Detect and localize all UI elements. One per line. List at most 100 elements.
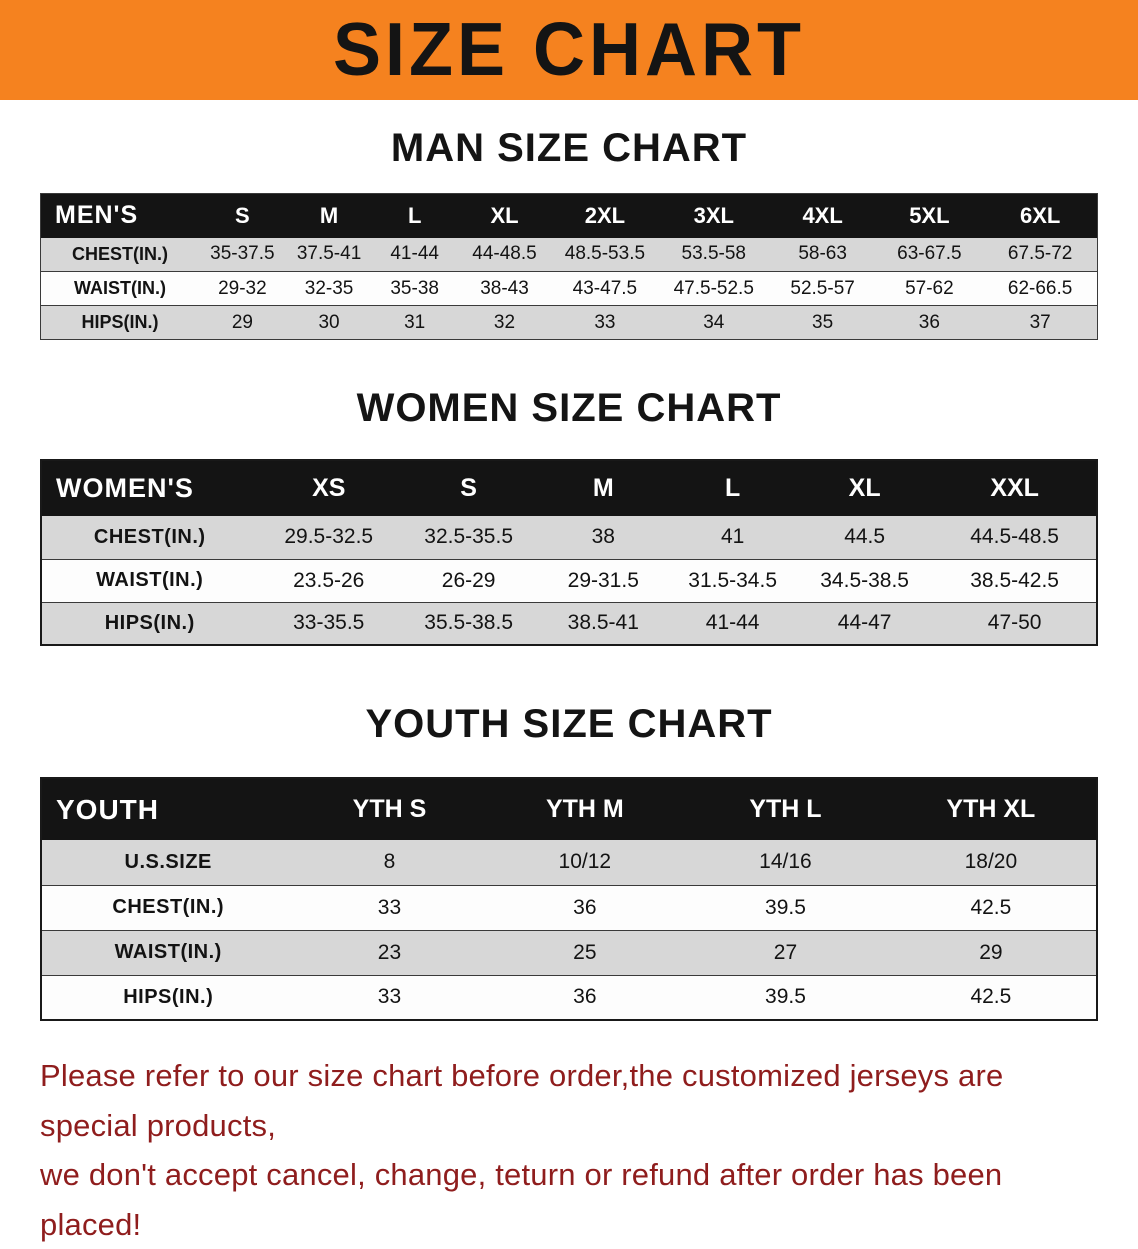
size-header-cell: YTH XL — [885, 778, 1097, 840]
size-value-cell: 42.5 — [885, 885, 1097, 931]
size-value-cell: 29 — [199, 305, 286, 340]
measure-label-cell: CHEST(IN.) — [41, 885, 295, 931]
order-policy-notice: Please refer to our size chart before or… — [40, 1051, 1098, 1249]
size-header-cell: L — [372, 193, 457, 238]
size-value-cell: 33 — [294, 885, 485, 931]
size-value-cell: 23 — [294, 930, 485, 976]
mens-waist-row: WAIST(IN.) 29-32 32-35 35-38 38-43 43-47… — [40, 271, 1098, 306]
youth-ussize-row: U.S.SIZE 8 10/12 14/16 18/20 — [41, 840, 1097, 886]
size-value-cell: 35-37.5 — [199, 237, 286, 272]
mens-corner-label: MEN'S — [40, 193, 200, 238]
size-value-cell: 38 — [537, 516, 670, 560]
size-value-cell: 33-35.5 — [257, 602, 401, 646]
size-value-cell: 25 — [484, 930, 686, 976]
size-value-cell: 18/20 — [885, 840, 1097, 886]
size-header-cell: YTH M — [484, 778, 686, 840]
size-header-cell: M — [537, 460, 670, 516]
mens-hips-row: HIPS(IN.) 29 30 31 32 33 34 35 36 37 — [40, 305, 1098, 340]
size-value-cell: 43-47.5 — [552, 271, 658, 306]
size-value-cell: 36 — [484, 975, 686, 1021]
size-header-cell: 4XL — [769, 193, 876, 238]
womens-chest-row: CHEST(IN.) 29.5-32.5 32.5-35.5 38 41 44.… — [41, 516, 1097, 560]
mens-chest-row: CHEST(IN.) 35-37.5 37.5-41 41-44 44-48.5… — [40, 237, 1098, 272]
womens-size-table: WOMEN'S XS S M L XL XXL CHEST(IN.) 29.5-… — [40, 459, 1098, 646]
size-value-cell: 63-67.5 — [875, 237, 984, 272]
size-value-cell: 44.5 — [796, 516, 934, 560]
size-value-cell: 39.5 — [685, 885, 886, 931]
size-value-cell: 8 — [294, 840, 485, 886]
size-header-cell: L — [669, 460, 796, 516]
size-value-cell: 36 — [484, 885, 686, 931]
measure-label-cell: HIPS(IN.) — [40, 305, 200, 340]
size-value-cell: 10/12 — [484, 840, 686, 886]
size-header-cell: S — [400, 460, 538, 516]
size-value-cell: 37.5-41 — [285, 237, 373, 272]
size-value-cell: 57-62 — [875, 271, 984, 306]
size-value-cell: 29.5-32.5 — [257, 516, 401, 560]
size-value-cell: 38-43 — [456, 271, 553, 306]
size-header-cell: 2XL — [552, 193, 658, 238]
size-value-cell: 30 — [285, 305, 373, 340]
size-value-cell: 67.5-72 — [983, 237, 1098, 272]
womens-corner-label: WOMEN'S — [41, 460, 258, 516]
youth-corner-label: YOUTH — [41, 778, 295, 840]
size-value-cell: 41-44 — [372, 237, 457, 272]
size-value-cell: 33 — [552, 305, 658, 340]
size-header-cell: YTH S — [294, 778, 485, 840]
size-header-cell: XL — [456, 193, 553, 238]
size-header-cell: 3XL — [657, 193, 770, 238]
size-header-cell: 6XL — [983, 193, 1098, 238]
measure-label-cell: HIPS(IN.) — [41, 975, 295, 1021]
size-value-cell: 52.5-57 — [769, 271, 876, 306]
size-value-cell: 41-44 — [669, 602, 796, 646]
youth-section-heading: YOUTH SIZE CHART — [365, 702, 773, 746]
size-value-cell: 31.5-34.5 — [669, 559, 796, 603]
youth-table-header-row: YOUTH YTH S YTH M YTH L YTH XL — [41, 778, 1097, 840]
size-value-cell: 35.5-38.5 — [400, 602, 538, 646]
size-value-cell: 62-66.5 — [983, 271, 1098, 306]
size-header-cell: YTH L — [685, 778, 886, 840]
size-value-cell: 14/16 — [685, 840, 886, 886]
size-value-cell: 47.5-52.5 — [657, 271, 770, 306]
size-value-cell: 58-63 — [769, 237, 876, 272]
size-value-cell: 38.5-41 — [537, 602, 670, 646]
size-chart-banner: SIZE CHART — [0, 0, 1138, 100]
women-section-heading: WOMEN SIZE CHART — [356, 386, 782, 430]
measure-label-cell: HIPS(IN.) — [41, 602, 258, 646]
measure-label-cell: U.S.SIZE — [41, 840, 295, 886]
size-value-cell: 53.5-58 — [657, 237, 770, 272]
womens-table-header-row: WOMEN'S XS S M L XL XXL — [41, 460, 1097, 516]
size-value-cell: 38.5-42.5 — [933, 559, 1097, 603]
size-value-cell: 31 — [372, 305, 457, 340]
size-value-cell: 34.5-38.5 — [796, 559, 934, 603]
order-policy-line-2: we don't accept cancel, change, teturn o… — [40, 1157, 1003, 1242]
youth-waist-row: WAIST(IN.) 23 25 27 29 — [41, 930, 1097, 976]
size-value-cell: 32-35 — [285, 271, 373, 306]
womens-waist-row: WAIST(IN.) 23.5-26 26-29 29-31.5 31.5-34… — [41, 559, 1097, 603]
size-header-cell: M — [285, 193, 373, 238]
size-header-cell: S — [199, 193, 286, 238]
size-value-cell: 41 — [669, 516, 796, 560]
order-policy-line-1: Please refer to our size chart before or… — [40, 1058, 1004, 1143]
measure-label-cell: CHEST(IN.) — [40, 237, 200, 272]
size-value-cell: 37 — [983, 305, 1098, 340]
youth-hips-row: HIPS(IN.) 33 36 39.5 42.5 — [41, 975, 1097, 1021]
size-value-cell: 42.5 — [885, 975, 1097, 1021]
size-value-cell: 35 — [769, 305, 876, 340]
man-section-heading: MAN SIZE CHART — [390, 126, 748, 170]
size-value-cell: 29-32 — [199, 271, 286, 306]
size-value-cell: 26-29 — [400, 559, 538, 603]
mens-table-header-row: MEN'S S M L XL 2XL 3XL 4XL 5XL 6XL — [40, 193, 1098, 238]
size-value-cell: 36 — [875, 305, 984, 340]
size-value-cell: 32.5-35.5 — [400, 516, 538, 560]
size-value-cell: 44.5-48.5 — [933, 516, 1097, 560]
measure-label-cell: WAIST(IN.) — [41, 559, 258, 603]
youth-chest-row: CHEST(IN.) 33 36 39.5 42.5 — [41, 885, 1097, 931]
size-value-cell: 29 — [885, 930, 1097, 976]
size-value-cell: 27 — [685, 930, 886, 976]
size-value-cell: 44-47 — [796, 602, 934, 646]
size-value-cell: 35-38 — [372, 271, 457, 306]
size-value-cell: 23.5-26 — [257, 559, 401, 603]
youth-size-table: YOUTH YTH S YTH M YTH L YTH XL U.S.SIZE … — [40, 777, 1098, 1021]
size-value-cell: 32 — [456, 305, 553, 340]
